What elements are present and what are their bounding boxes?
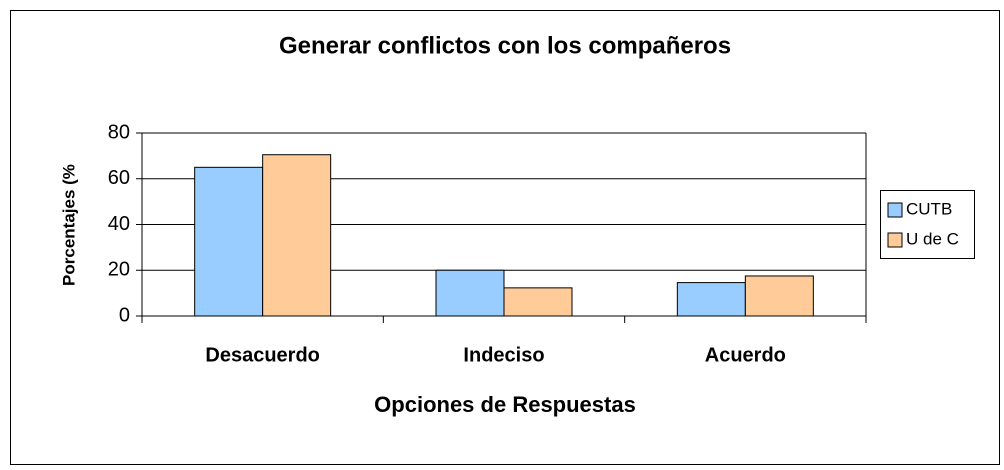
y-tick-label: 0 [119, 304, 130, 326]
legend-label: CUTB [906, 199, 952, 218]
legend-box [880, 190, 975, 259]
bar [435, 269, 505, 317]
y-tick-label: 20 [108, 259, 130, 281]
legend-swatch [887, 202, 903, 218]
bar [676, 282, 746, 317]
legend-swatch [887, 232, 903, 248]
x-tick-label: Indeciso [463, 344, 544, 366]
bar [744, 275, 814, 317]
bar [194, 166, 264, 317]
bar [262, 154, 332, 317]
x-tick-label: Acuerdo [705, 344, 786, 366]
y-tick-label: 40 [108, 213, 130, 235]
y-tick-label: 60 [108, 167, 130, 189]
x-axis-title: Opciones de Respuestas [374, 392, 636, 417]
y-axis-title: Porcentajes (% [59, 164, 78, 286]
chart-title: Generar conflictos con los compañeros [279, 32, 731, 59]
x-tick-label: Desacuerdo [205, 344, 320, 366]
y-tick-label: 80 [108, 121, 130, 143]
chart-border [10, 10, 1000, 465]
legend-label: U de C [906, 229, 959, 248]
bar [503, 287, 573, 317]
